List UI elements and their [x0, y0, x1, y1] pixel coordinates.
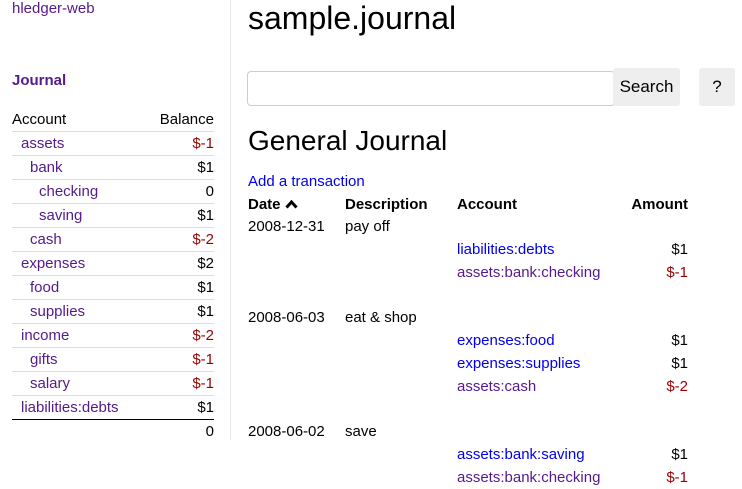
- posting-row: expenses:supplies $1: [248, 352, 688, 375]
- posting-account-link[interactable]: assets:cash: [457, 378, 537, 395]
- search-button[interactable]: Search: [613, 68, 680, 106]
- balance-value: $-2: [145, 323, 214, 348]
- journal-header: Date Description Account Amount: [248, 193, 688, 216]
- transaction-date: 2008-06-03: [248, 309, 325, 326]
- balance-value: $-1: [145, 371, 214, 396]
- balance-row: expenses $2: [12, 251, 214, 276]
- balance-value: $1: [145, 203, 214, 228]
- account-link[interactable]: cash: [30, 231, 62, 248]
- brand-link[interactable]: hledger-web: [12, 0, 95, 17]
- posting-account-link[interactable]: assets:bank:saving: [457, 446, 585, 463]
- transaction-date: 2008-06-02: [248, 423, 325, 440]
- journal-heading: General Journal: [248, 125, 448, 156]
- posting-row: assets:bank:checking $-1: [248, 466, 688, 489]
- posting-amount: $1: [671, 446, 688, 463]
- account-link[interactable]: income: [21, 327, 70, 344]
- balance-row: assets $-1: [12, 131, 214, 156]
- posting-row: expenses:food $1: [248, 329, 688, 352]
- posting-amount: $-1: [666, 469, 688, 486]
- balance-row: bank $1: [12, 155, 214, 180]
- account-link[interactable]: salary: [30, 375, 71, 392]
- account-link[interactable]: assets: [21, 135, 65, 152]
- balance-value: $-2: [145, 227, 214, 252]
- posting-row: assets:bank:saving $1: [248, 443, 688, 466]
- date-header-label: Date: [248, 196, 281, 213]
- journal-link[interactable]: Journal: [12, 72, 67, 89]
- posting-account-link[interactable]: assets:bank:checking: [457, 264, 601, 281]
- account-link[interactable]: supplies: [30, 303, 86, 320]
- transaction-description: pay off: [345, 218, 390, 235]
- search-input[interactable]: [247, 71, 615, 106]
- transaction-row: 2008-06-03 eat & shop: [248, 306, 688, 329]
- balance-table: Account Balance assets $-1 bank $1 checking 0 s…: [12, 108, 214, 443]
- posting-amount: $1: [671, 355, 688, 372]
- balance-row: gifts $-1: [12, 347, 214, 372]
- transaction-description: save: [345, 423, 377, 440]
- posting-row: assets:bank:checking $-1: [248, 261, 688, 284]
- balance-row: liabilities:debts $1: [12, 395, 214, 420]
- posting-amount: $-2: [666, 378, 688, 395]
- posting-account-link[interactable]: expenses:supplies: [457, 355, 581, 372]
- chevron-up-icon: [285, 199, 298, 209]
- date-header[interactable]: Date: [248, 193, 298, 216]
- page-title: sample.journal: [248, 0, 457, 36]
- balance-value: $2: [145, 251, 214, 276]
- help-button[interactable]: ?: [699, 68, 735, 106]
- balance-value: $1: [145, 275, 214, 300]
- account-header: Account: [457, 196, 517, 213]
- balance-row: food $1: [12, 275, 214, 300]
- account-link[interactable]: expenses: [21, 255, 86, 272]
- balance-row: salary $-1: [12, 371, 214, 396]
- total-value: 0: [145, 419, 214, 443]
- transaction-date: 2008-12-31: [248, 218, 325, 235]
- transaction-description: eat & shop: [345, 309, 417, 326]
- posting-row: assets:cash $-2: [248, 375, 688, 398]
- account-link[interactable]: saving: [39, 207, 83, 224]
- transaction-row: 2008-06-02 save: [248, 420, 688, 443]
- balance-row: supplies $1: [12, 299, 214, 324]
- add-transaction-link[interactable]: Add a transaction: [248, 173, 365, 190]
- posting-row: liabilities:debts $1: [248, 238, 688, 261]
- balance-value: $1: [145, 395, 214, 420]
- account-link[interactable]: gifts: [30, 351, 58, 368]
- balance-value: 0: [145, 179, 214, 204]
- account-link[interactable]: bank: [30, 159, 63, 176]
- account-link[interactable]: food: [30, 279, 60, 296]
- balance-value: $-1: [145, 131, 214, 156]
- balance-row: saving $1: [12, 203, 214, 228]
- account-header: Account: [12, 111, 67, 128]
- balance-header: Balance: [159, 111, 214, 128]
- transaction-row: 2008-12-31 pay off: [248, 215, 688, 238]
- balance-value: $1: [145, 155, 214, 180]
- posting-amount: $-1: [666, 264, 688, 281]
- posting-amount: $1: [671, 332, 688, 349]
- account-link[interactable]: checking: [39, 183, 99, 200]
- balance-row: checking 0: [12, 179, 214, 204]
- amount-header: Amount: [631, 196, 688, 213]
- posting-account-link[interactable]: assets:bank:checking: [457, 469, 601, 486]
- posting-account-link[interactable]: liabilities:debts: [457, 241, 555, 258]
- sidebar: hledger-web Journal Account Balance asset…: [0, 0, 231, 443]
- balance-value: $1: [145, 299, 214, 324]
- total-row: 0: [12, 419, 214, 443]
- posting-account-link[interactable]: expenses:food: [457, 332, 555, 349]
- balance-row: income $-2: [12, 323, 214, 348]
- posting-amount: $1: [671, 241, 688, 258]
- balance-row: cash $-2: [12, 227, 214, 252]
- balance-value: $-1: [145, 347, 214, 372]
- description-header: Description: [345, 196, 428, 213]
- account-link[interactable]: liabilities:debts: [21, 399, 119, 416]
